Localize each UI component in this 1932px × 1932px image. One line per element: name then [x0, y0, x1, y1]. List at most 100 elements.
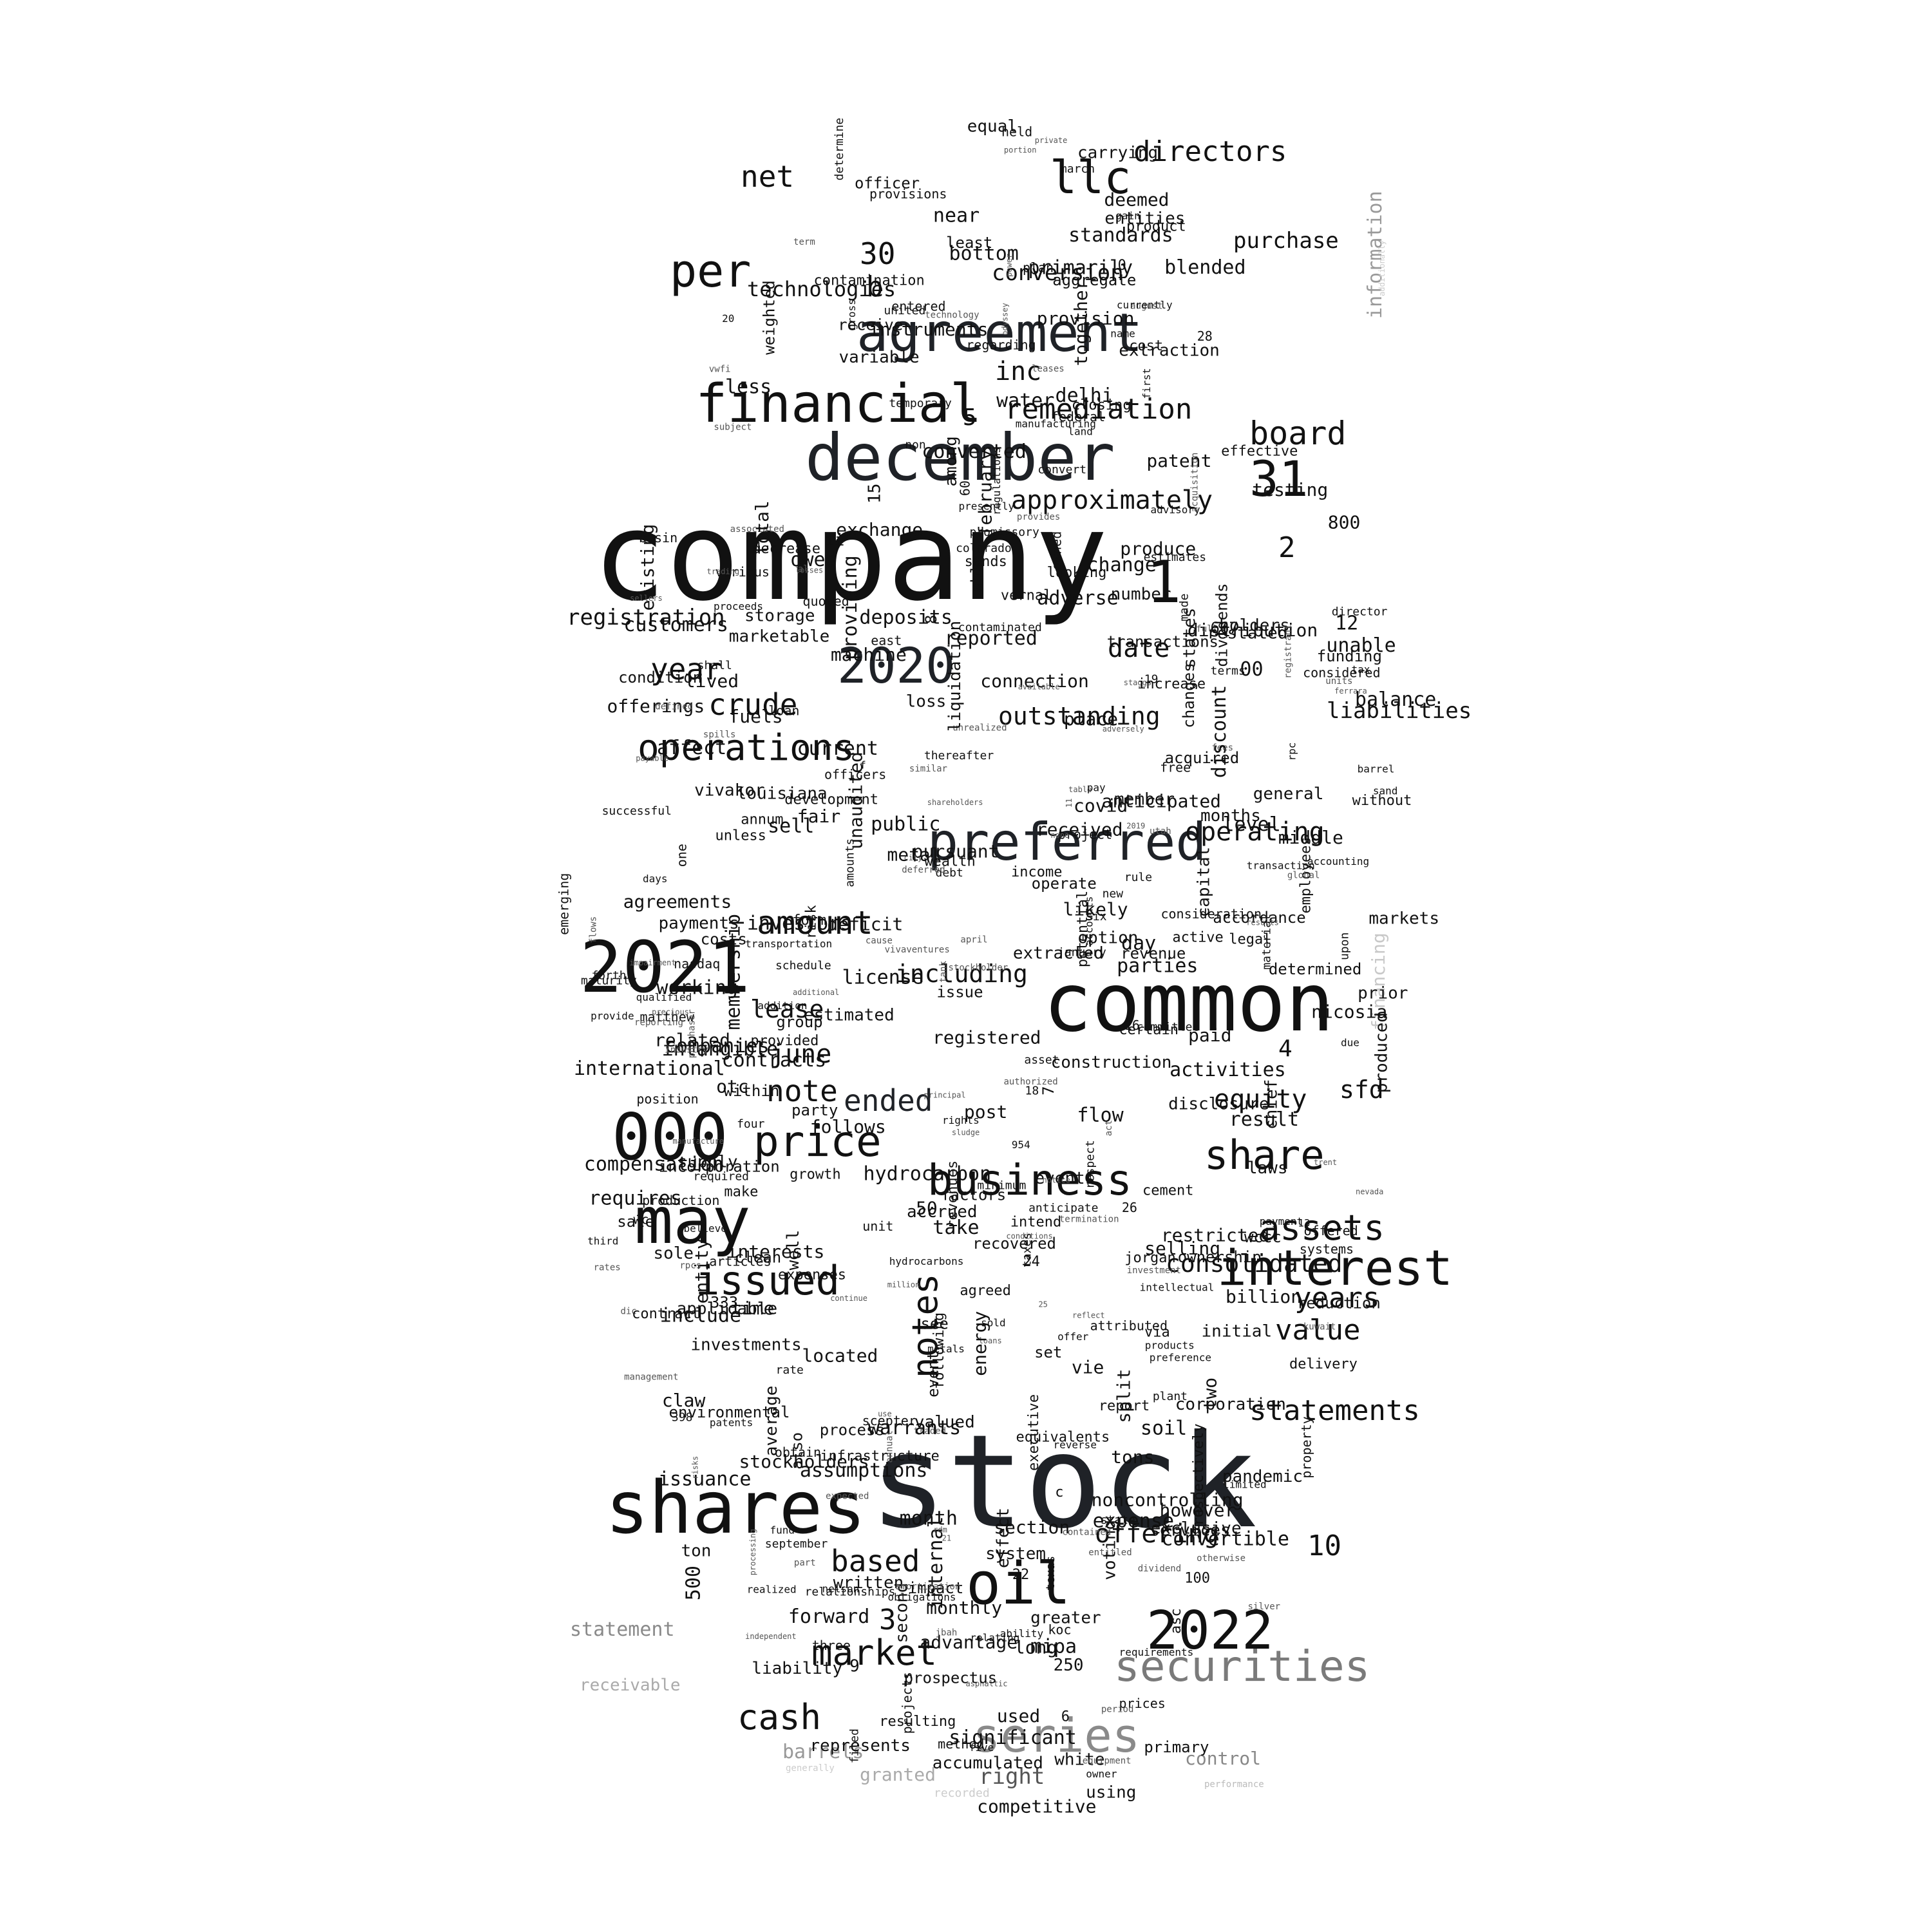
word-requirements: requirements: [1119, 1646, 1194, 1658]
word-filed: filed: [848, 1728, 861, 1763]
word-soil: soil: [1141, 1417, 1187, 1440]
word-amounts: amounts: [844, 838, 857, 887]
word-250: 250: [1054, 1656, 1084, 1675]
word-owed: owed: [790, 549, 837, 571]
word-5: 5: [963, 404, 977, 431]
word-reporting: reporting: [634, 1018, 683, 1028]
word-common: common: [1043, 956, 1334, 1050]
word-holders: holders: [1219, 616, 1290, 635]
word-398: 398: [672, 1411, 693, 1425]
word-statements: statements: [1249, 1394, 1420, 1427]
word-intellectual: intellectual: [1140, 1282, 1215, 1294]
word-vivakor: vivakor: [694, 781, 765, 800]
word-set: set: [1034, 1343, 1062, 1361]
word-non: non: [905, 439, 926, 452]
word-pursuant: pursuant: [913, 841, 999, 862]
word-31: 31: [1249, 450, 1309, 507]
word-long: long: [1014, 1636, 1057, 1658]
word-assumptions: assumptions: [800, 1459, 928, 1482]
word-attributed: attributed: [1090, 1318, 1168, 1333]
word-state: state: [1101, 1513, 1135, 1527]
word-extraction: extraction: [1119, 341, 1220, 361]
word-rpc: rpc: [1286, 743, 1298, 761]
word-using: using: [1086, 1783, 1136, 1802]
word-offering: offering: [1095, 1519, 1219, 1549]
word-flows: flows: [589, 916, 599, 943]
word-relationships: relationships: [805, 1586, 896, 1599]
word-determine: determine: [833, 118, 846, 181]
word-current: current: [797, 737, 878, 760]
word-terms: terms: [1211, 664, 1245, 677]
word-discount: discount: [1208, 685, 1231, 779]
word-termination: termination: [1059, 1214, 1119, 1224]
word-transaction: transaction: [1247, 859, 1315, 871]
word-leases: leases: [1032, 364, 1065, 374]
word-registered: registered: [933, 1027, 1041, 1048]
word-number: number: [1111, 585, 1171, 604]
word-entitled: entitled: [1088, 1548, 1132, 1558]
word-take: take: [933, 1217, 979, 1239]
word-shares: shares: [605, 1466, 866, 1550]
word-qualified: qualified: [636, 991, 692, 1003]
word-price: price: [753, 1117, 882, 1166]
word-provided: provided: [750, 1033, 819, 1049]
word-market: market: [811, 1633, 937, 1673]
word-one: one: [674, 844, 690, 867]
word-restricted: restricted: [1161, 1224, 1270, 1245]
word-recorded: recorded: [934, 1786, 990, 1800]
word-expected: expected: [826, 1492, 869, 1502]
word-stock: stock: [869, 1407, 1257, 1557]
word-warrants: warrants: [868, 1417, 961, 1439]
word-maturity: maturity: [581, 974, 637, 987]
word-written: written: [833, 1573, 904, 1593]
word-rate: rate: [776, 1363, 804, 1377]
word-environmental: environmental: [669, 1403, 790, 1421]
word-sludge: sludge: [952, 1128, 980, 1137]
word-processing: processing: [748, 1529, 757, 1575]
word-equipment: equipment: [1083, 1756, 1132, 1766]
word-level: level: [1222, 813, 1280, 836]
word-directors: directors: [1133, 135, 1287, 168]
word-potential: potential: [1075, 891, 1091, 967]
word-00: 00: [1240, 658, 1263, 681]
word-sell: sell: [768, 815, 814, 838]
word-owned: owned: [1049, 531, 1065, 570]
word-providing: providing: [839, 555, 862, 660]
word-f: f: [860, 759, 866, 772]
word-prior: prior: [1358, 984, 1408, 1003]
word-decrease: decrease: [752, 541, 820, 557]
word-000: 000: [612, 1099, 728, 1175]
word-plant: plant: [1153, 1390, 1188, 1403]
word-year: year: [650, 652, 722, 687]
word-infrastructure: infrastructure: [820, 1448, 939, 1464]
word-capital: capital: [1194, 847, 1213, 918]
word-balance: balance: [1355, 688, 1436, 711]
word-associated: associated: [730, 524, 784, 535]
word-september: september: [765, 1537, 828, 1551]
word-increase: increase: [1137, 676, 1206, 692]
word-obligations: obligations: [888, 1591, 956, 1604]
word-continue: continue: [830, 1294, 867, 1303]
word-22: 22: [1012, 1567, 1030, 1583]
word-similar: similar: [909, 764, 947, 774]
word-report: report: [1099, 1398, 1150, 1414]
word-1: 1: [1146, 549, 1181, 616]
word-louisiana: louisiana: [737, 784, 828, 803]
word-4: 4: [1278, 1036, 1293, 1062]
word-clean: clean: [735, 1249, 781, 1267]
word-total: total: [752, 500, 773, 554]
word-principal: principal: [924, 1090, 966, 1099]
word-100: 100: [1184, 1570, 1210, 1586]
word-fund: fund: [770, 1524, 795, 1537]
word-articles: articles: [709, 1253, 771, 1269]
word-property: property: [1299, 1416, 1314, 1478]
word-precious: precious: [652, 1008, 689, 1017]
word-2: 2: [1278, 531, 1296, 564]
word-applicable: applicable: [677, 1299, 778, 1318]
word-without: without: [1352, 793, 1412, 809]
word-contracts: contracts: [722, 1049, 827, 1072]
word-day: day: [1121, 932, 1156, 954]
word-distribution: distribution: [1188, 620, 1318, 641]
word-states: states: [1180, 608, 1199, 668]
word-basin: basin: [639, 530, 677, 545]
